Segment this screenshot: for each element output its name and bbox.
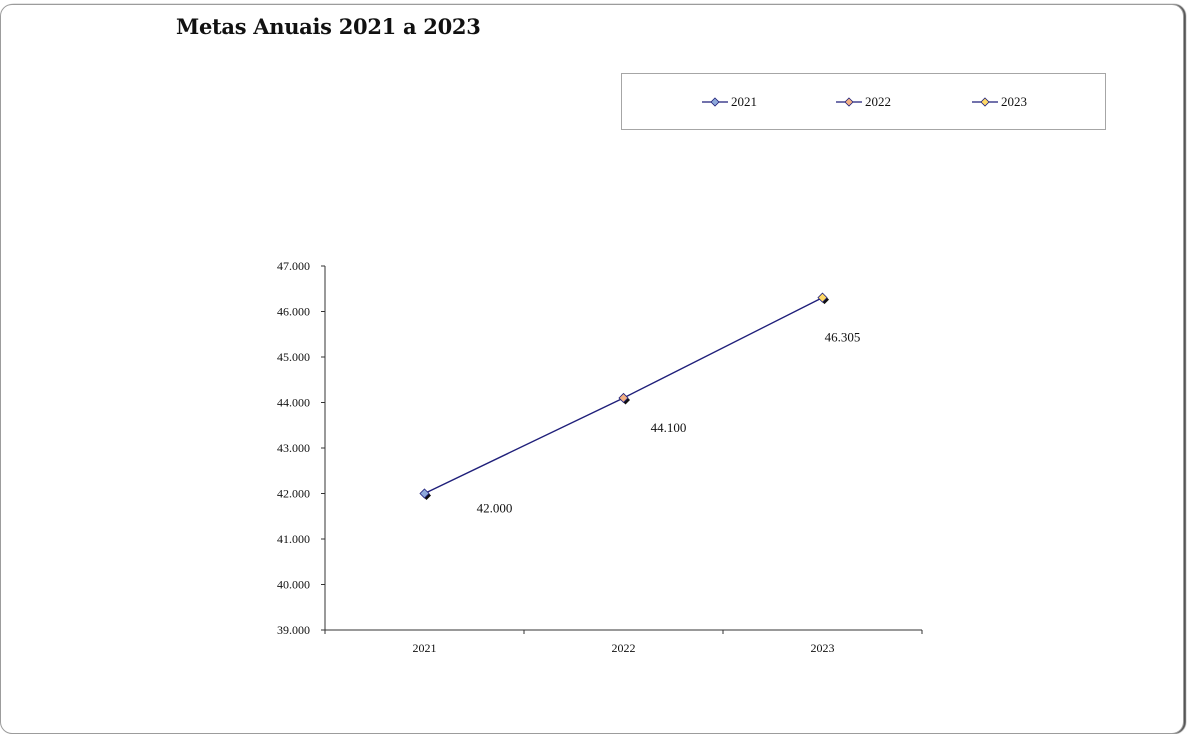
point-marker: [817, 292, 828, 303]
y-tick-label: 46.000: [277, 305, 310, 319]
y-tick-label: 43.000: [277, 441, 310, 455]
legend-entry-2021: 2021: [702, 94, 757, 110]
legend-entry-2023: 2023: [972, 94, 1027, 110]
x-tick-label: 2022: [612, 641, 636, 655]
y-tick-label: 41.000: [277, 532, 310, 546]
legend-label-2021: 2021: [731, 94, 757, 109]
chart-title: Metas Anuais 2021 a 2023: [176, 14, 481, 39]
y-tick-label: 42.000: [277, 487, 310, 501]
y-tick-label: 40.000: [277, 578, 310, 592]
legend-marker-2023: [972, 97, 998, 107]
point-marker: [419, 488, 430, 499]
x-tick-label: 2021: [413, 641, 437, 655]
chart-legend: 2021 2022 2023: [621, 73, 1106, 130]
legend-entry-2022: 2022: [836, 94, 891, 110]
y-tick-label: 44.000: [277, 396, 310, 410]
legend-label-2022: 2022: [865, 94, 891, 109]
point-marker: [618, 392, 629, 404]
data-label: 42.000: [477, 501, 513, 516]
y-tick-label: 39.000: [277, 623, 310, 637]
y-tick-label: 45.000: [277, 350, 310, 364]
data-label: 44.100: [651, 420, 687, 435]
x-tick-label: 2023: [811, 641, 835, 655]
legend-marker-2021: [702, 97, 728, 107]
y-tick-label: 47.000: [277, 259, 310, 273]
legend-marker-2022: [836, 97, 862, 107]
legend-label-2023: 2023: [1001, 94, 1027, 109]
data-label: 46.305: [825, 330, 861, 345]
